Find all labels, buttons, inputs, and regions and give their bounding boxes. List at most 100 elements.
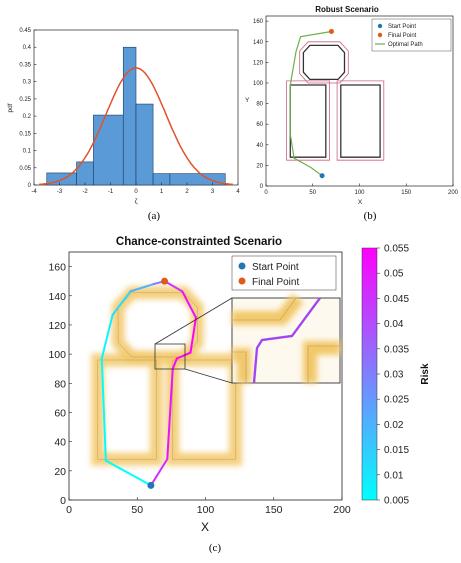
chance-legend-start-label: Start Point: [252, 262, 299, 273]
histogram-y-tick-label: 0.1: [23, 149, 32, 155]
caption-b: (b): [364, 210, 377, 222]
chance-legend-start-marker: [238, 262, 246, 270]
histogram-y-tick-label: 0.45: [19, 28, 31, 34]
risk-path-segment: [166, 367, 174, 461]
robust-y-tick-label: 60: [256, 122, 263, 128]
histogram-y-tick-label: 0.2: [23, 114, 32, 120]
chance-title: Chance-constrainted Scenario: [116, 236, 282, 248]
chance-legend: Start Point Final Point: [231, 255, 337, 291]
caption-c: (c): [209, 542, 222, 554]
robust-x-label: X: [358, 199, 363, 206]
risk-colorbar-gradient: [361, 247, 378, 501]
risk-colorbar-tick-label: 0.03: [384, 370, 404, 381]
zoom-source-box: [154, 343, 186, 370]
robust-x-tick-label: 150: [401, 190, 412, 196]
robust-margin-octagon: [299, 41, 349, 84]
chance-y-tick-label: 0: [60, 495, 66, 507]
robust-x-tick-label: 0: [264, 190, 268, 196]
chance-y-tick-label: 140: [48, 291, 66, 303]
robust-x-tick-label: 200: [448, 190, 459, 196]
histogram-x-ticks: -4 -3 -2 -1 0 1 2 3 4: [31, 182, 240, 195]
histogram-x-tick-label: 4: [236, 189, 240, 195]
histogram-x-tick-label: 0: [134, 189, 138, 195]
robust-x-tick-label: 100: [354, 190, 365, 196]
risk-path-segment: [111, 290, 132, 316]
histogram-panel: -4 -3 -2 -1 0 1 2 3 4 0 0.05 0.1 0.15 0.2 0.25 0.3 0.35…: [7, 28, 240, 222]
zoom-halo-right: [303, 341, 340, 383]
histogram-bar: [169, 173, 226, 186]
risk-path-segment: [171, 357, 178, 370]
zoom-path: [253, 297, 321, 384]
zoom-connector-top: [154, 297, 233, 345]
normal-fit-curve: [39, 67, 233, 185]
risk-path-segment: [129, 283, 155, 293]
robust-y-tick-label: 140: [253, 40, 264, 46]
zoom-obstacle-edge-upper: [232, 297, 297, 321]
caption-a: (a): [148, 210, 161, 222]
risk-colorbar-tick-label: 0.005: [384, 496, 409, 507]
chance-legend-final-label: Final Point: [252, 277, 299, 288]
robust-obstacle-right-rect: [340, 84, 381, 158]
chance-y-tick-label: 20: [54, 466, 66, 478]
chance-y-ticks: 0 20 40 60 80 100 120 140 160: [48, 262, 72, 507]
robust-x-tick-label: 50: [309, 190, 316, 196]
risk-path-segment: [181, 290, 197, 319]
chance-x-tick-label: 50: [131, 504, 143, 516]
risk-colorbar-tick-label: 0.01: [384, 470, 404, 481]
histogram-y-tick-label: 0: [28, 183, 32, 189]
robust-margin-left-rect: [286, 80, 331, 161]
robust-y-tick-label: 80: [256, 102, 263, 108]
histogram-y-tick-label: 0.3: [23, 80, 32, 86]
chance-x-tick-label: 100: [197, 504, 215, 516]
histogram-x-tick-label: 1: [160, 189, 164, 195]
robust-scenario-panel: Robust Scenario 0 50 100 150 200 0 20 40 60 80 10…: [245, 5, 459, 222]
chance-start-point: [147, 481, 155, 489]
robust-final-point: [328, 28, 334, 34]
robust-start-point: [319, 173, 325, 179]
histogram-x-tick-label: -2: [82, 189, 88, 195]
histogram-x-tick-label: -1: [108, 189, 114, 195]
risk-colorbar-tick-label: 0.04: [384, 319, 404, 330]
risk-colorbar-label: Risk: [420, 363, 431, 385]
robust-obstacles: [286, 41, 385, 161]
chance-x-ticks: 0 50 100 150 200: [66, 497, 351, 516]
chance-y-tick-label: 100: [48, 349, 66, 361]
robust-y-label: Y: [245, 97, 250, 104]
risk-colorbar-tick-label: 0.025: [384, 395, 409, 406]
chance-constrained-panel: Chance-constrainted Scenario 0 50 100 150 20…: [48, 236, 431, 554]
risk-colorbar-tick-label: 0.045: [384, 294, 409, 305]
risk-path-segment: [100, 313, 114, 360]
risk-colorbar: 0.005 0.01 0.015 0.02 0.025 0.03 0.035 0.04 0.04…: [361, 244, 431, 507]
histogram-bar: [93, 114, 124, 186]
histogram-y-tick-label: 0.35: [19, 62, 31, 68]
chance-legend-final-marker: [238, 277, 246, 285]
risk-path-segment: [100, 357, 107, 462]
histogram-x-tick-label: 3: [211, 189, 215, 195]
robust-x-ticks: 0 50 100 150 200: [264, 183, 459, 196]
risk-colorbar-tick-label: 0.035: [384, 344, 409, 355]
robust-y-tick-label: 160: [253, 19, 264, 25]
chance-final-point: [161, 277, 169, 285]
chance-x-tick-label: 0: [66, 504, 72, 516]
chance-y-tick-label: 80: [54, 378, 66, 390]
chance-legend-box: [231, 255, 337, 291]
risk-colorbar-tick-label: 0.015: [384, 445, 409, 456]
zoom-obstacle-edge-right: [307, 345, 340, 383]
robust-obstacle-octagon: [302, 44, 346, 81]
robust-y-tick-label: 0: [260, 184, 264, 190]
zoom-inset: [154, 293, 341, 384]
chance-x-tick-label: 200: [333, 504, 351, 516]
chance-y-tick-label: 60: [54, 407, 66, 419]
legend-final-marker: [377, 32, 383, 38]
robust-y-tick-label: 20: [256, 163, 263, 169]
risk-path-segment: [175, 351, 192, 360]
robust-y-tick-label: 100: [253, 81, 264, 87]
robust-y-tick-label: 120: [253, 60, 264, 66]
zoom-halo-upper: [232, 293, 304, 325]
histogram-y-tick-label: 0.05: [19, 166, 31, 172]
risk-colored-path: [100, 280, 197, 487]
histogram-y-label: pdf: [7, 103, 14, 112]
histogram-y-ticks: 0 0.05 0.1 0.15 0.2 0.25 0.3 0.35 0.4 0.45: [19, 28, 37, 189]
histogram-bar: [135, 103, 154, 186]
histogram-y-tick-label: 0.15: [19, 131, 31, 137]
